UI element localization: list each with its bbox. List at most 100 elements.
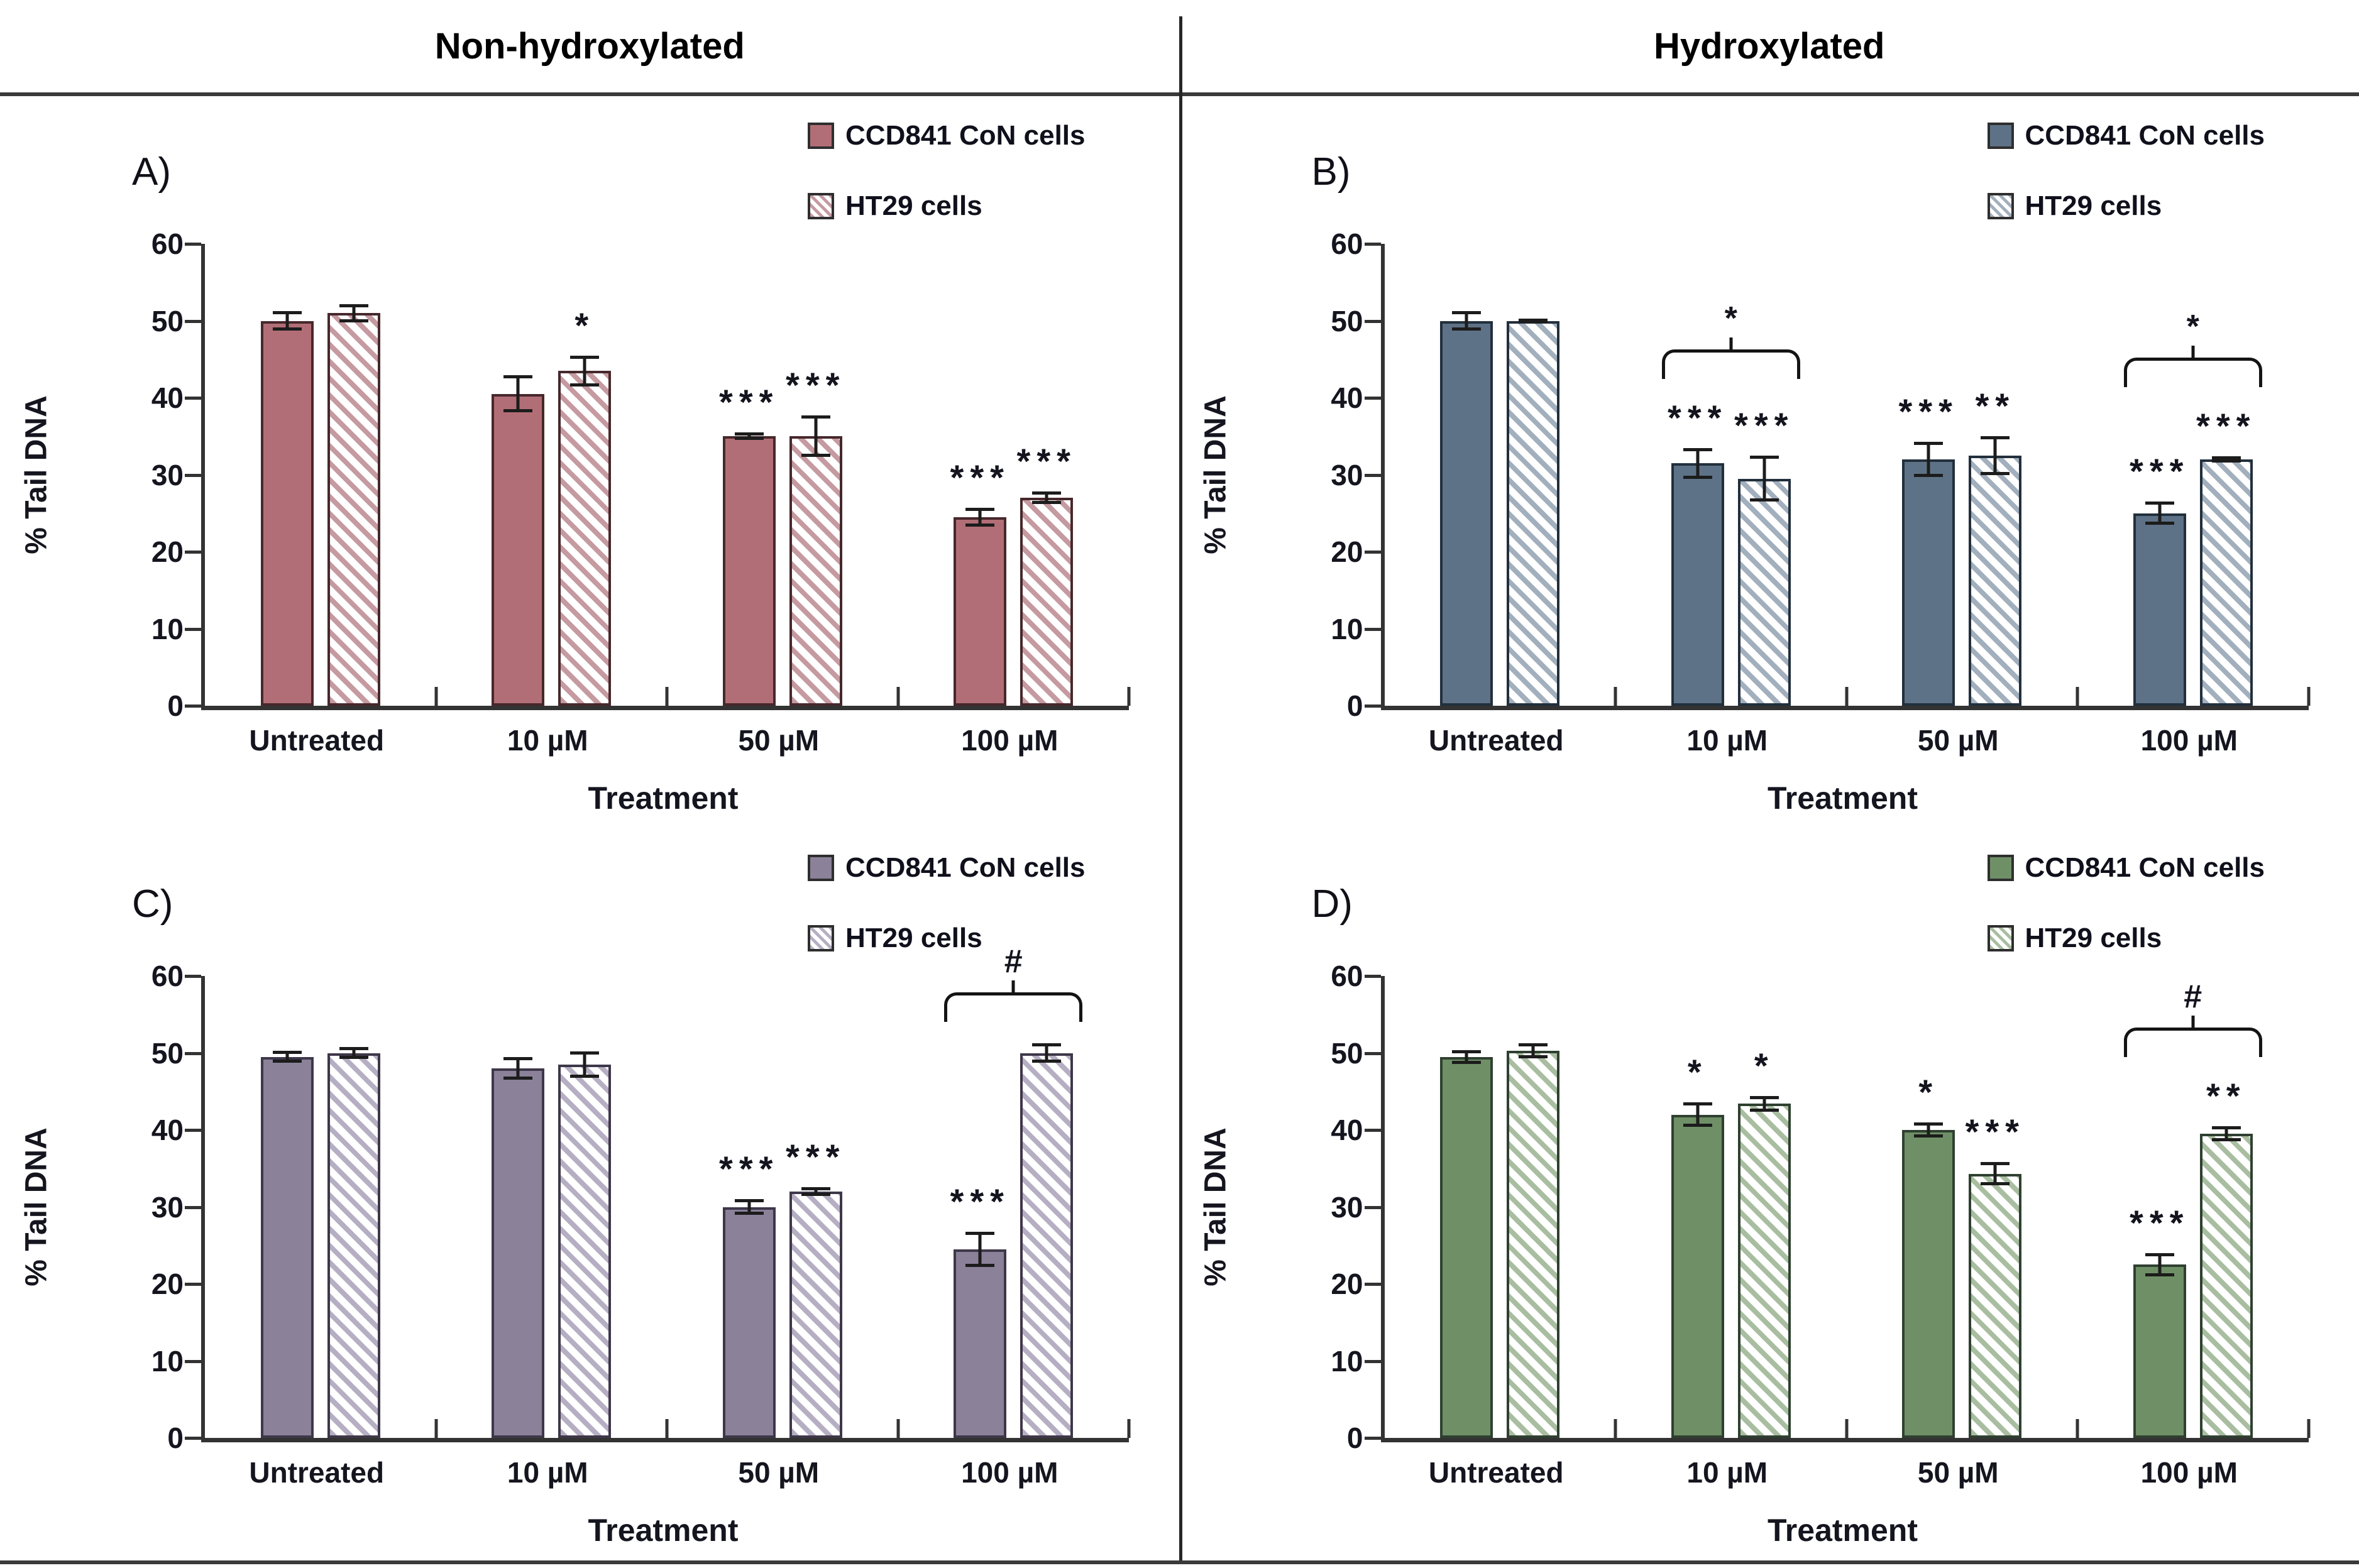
panel-a: A) CCD841 CoN cells HT29 cells % Tail DNA 60…: [0, 96, 1180, 828]
error-bar-stem: [1993, 436, 1997, 475]
hatched-bar: [558, 1064, 612, 1438]
solid-bar: [1671, 1114, 1724, 1438]
y-tick-label: 60: [1331, 960, 1363, 992]
error-bar-cap-top: [2211, 456, 2241, 460]
bracket-significance-label: #: [2184, 978, 2202, 1015]
bar-hatch-50-µm: ***: [1966, 1112, 2022, 1438]
error-bar-stem: [1465, 1050, 1468, 1064]
error-bar-cap-bottom: [503, 409, 533, 413]
error-bar: [1519, 318, 1548, 324]
y-tick-mark: [1364, 473, 1381, 477]
column-title-hydroxylated: Hydroxylated: [1654, 26, 1885, 67]
hatched-bar: [1737, 1104, 1791, 1438]
error-bar-cap-bottom: [1452, 327, 1482, 331]
error-bar-stem: [583, 355, 586, 387]
x-tick-mark: [2076, 687, 2079, 706]
solid-bar: [260, 1056, 314, 1438]
error-bar-stem: [1465, 310, 1468, 331]
error-bar-cap-top: [570, 1051, 600, 1055]
error-bar-cap-top: [1749, 1096, 1779, 1100]
error-bar: [272, 1050, 302, 1063]
solid-bar: [954, 517, 1007, 706]
solid-bar: [2133, 1264, 2186, 1438]
error-bar: [2211, 456, 2241, 463]
bracket-significance-label: #: [1004, 943, 1023, 980]
error-bar-cap-top: [1914, 441, 1944, 445]
y-axis-title-text: % Tail DNA: [19, 395, 53, 554]
x-category-label: 100 µM: [961, 724, 1059, 757]
hatched-bar: [789, 1192, 842, 1438]
legend-label: CCD841 CoN cells: [845, 120, 1086, 151]
y-tick-label: 10: [1331, 612, 1363, 645]
solid-bar: [1440, 321, 1493, 706]
solid-swatch-icon: [1987, 123, 2014, 149]
error-bar-cap-bottom: [570, 383, 600, 387]
hatched-bar: [327, 1053, 380, 1438]
significance-label: *: [1687, 1051, 1708, 1092]
y-axis-title: % Tail DNA: [11, 244, 62, 706]
bar-solid-50-µm: *: [1902, 1072, 1955, 1438]
error-bar: [801, 415, 830, 458]
solid-bar: [260, 321, 314, 706]
error-bar: [734, 1199, 764, 1215]
comparison-bracket: #: [2123, 979, 2262, 1057]
bar-solid-10-µm: *: [1671, 1052, 1724, 1438]
plot-area-d: * * * *** *** ** #: [1380, 976, 2310, 1442]
panel-letter-b: B): [1311, 150, 1351, 194]
error-bar: [503, 375, 533, 413]
hatched-bar: [1507, 1050, 1560, 1438]
x-axis-title: Treatment: [588, 781, 739, 816]
solid-bar: [2133, 513, 2186, 706]
bar-group-untreated: [205, 244, 436, 706]
error-bar-cap-bottom: [2211, 459, 2241, 463]
bar-group-100-µm: *** #: [898, 943, 1130, 1438]
y-axis-title-text: % Tail DNA: [1199, 1127, 1233, 1286]
bracket-nub: [1011, 980, 1015, 995]
y-axis-title: % Tail DNA: [1191, 976, 1241, 1438]
bar-solid-untreated: [260, 310, 314, 706]
error-bar-stem: [1762, 455, 1766, 502]
x-category-label: 50 µM: [738, 1456, 820, 1489]
y-tick-mark: [185, 1437, 201, 1440]
x-tick-mark: [2076, 1419, 2079, 1438]
bar-solid-untreated: [1440, 310, 1493, 706]
error-bar-stem: [2158, 1253, 2162, 1276]
y-tick-mark: [1364, 975, 1381, 978]
legend-b: CCD841 CoN cells HT29 cells: [1987, 120, 2265, 222]
panel-c: C) CCD841 CoN cells HT29 cells % Tail DNA 60…: [0, 828, 1180, 1560]
bar-solid-untreated: [260, 1050, 314, 1438]
y-tick-mark: [185, 397, 201, 400]
significance-label: *: [1918, 1072, 1939, 1112]
solid-swatch-icon: [808, 855, 835, 881]
significance-label: ***: [2196, 406, 2257, 446]
x-tick-mark: [2307, 1419, 2310, 1438]
error-bar-cap-bottom: [272, 1060, 302, 1063]
bar-group-100-µm: *** *** *: [2077, 244, 2309, 706]
significance-label: ***: [719, 382, 779, 422]
error-bar-cap-bottom: [1519, 320, 1548, 324]
error-bar-stem: [1993, 1162, 1997, 1186]
y-tick-mark: [185, 975, 201, 978]
x-tick-mark: [896, 1419, 899, 1438]
bar-solid-100-µm: ***: [2130, 1203, 2186, 1438]
legend-label: HT29 cells: [2025, 190, 2162, 221]
bracket-significance-label: *: [1724, 300, 1737, 337]
y-tick-label: 40: [151, 1114, 184, 1146]
error-bar: [272, 310, 302, 331]
error-bar-cap-bottom: [1683, 475, 1712, 479]
y-tick-mark: [185, 473, 201, 477]
error-bar: [1914, 1122, 1944, 1138]
error-bar-stem: [1045, 1043, 1048, 1063]
column-title-non-hydroxylated: Non-hydroxylated: [434, 26, 745, 67]
x-category-label: 10 µM: [507, 724, 588, 757]
x-category-label: 10 µM: [1686, 1456, 1768, 1489]
error-bar-stem: [978, 1231, 982, 1268]
bar-solid-50-µm: ***: [719, 382, 776, 706]
x-category-label: Untreated: [249, 1456, 385, 1489]
error-bar-cap-bottom: [339, 1056, 368, 1060]
error-bar-cap-top: [2211, 1126, 2241, 1129]
x-tick-mark: [1614, 687, 1617, 706]
y-tick-label: 60: [151, 228, 184, 260]
error-bar: [2211, 1126, 2241, 1142]
